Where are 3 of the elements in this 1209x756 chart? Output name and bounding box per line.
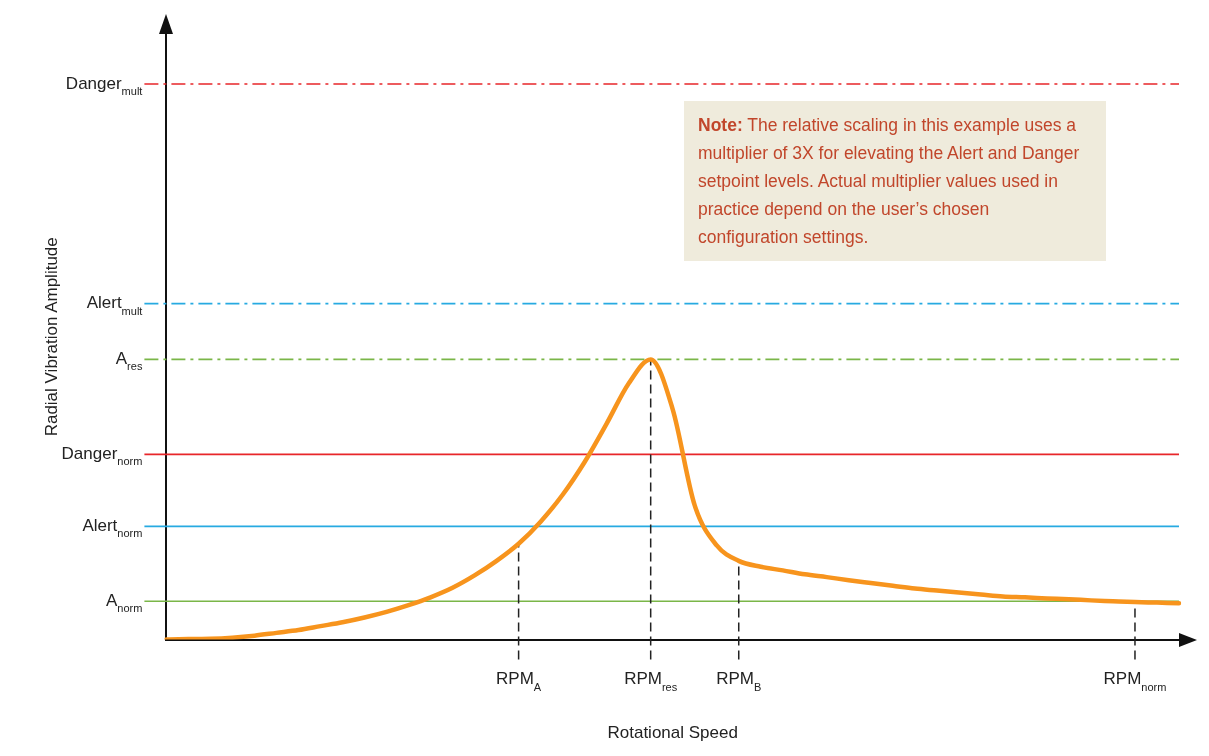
y-axis-title: Radial Vibration Amplitude xyxy=(41,237,61,437)
x-axis-title: Rotational Speed xyxy=(607,723,738,743)
text: Note: The relative scaling in this example uses a multiplier of 3X for elevating the Alert and Danger setpoint levels. Actual multiplier values used in practice depend on the user’s chosen configuration settings. xyxy=(698,115,1080,247)
